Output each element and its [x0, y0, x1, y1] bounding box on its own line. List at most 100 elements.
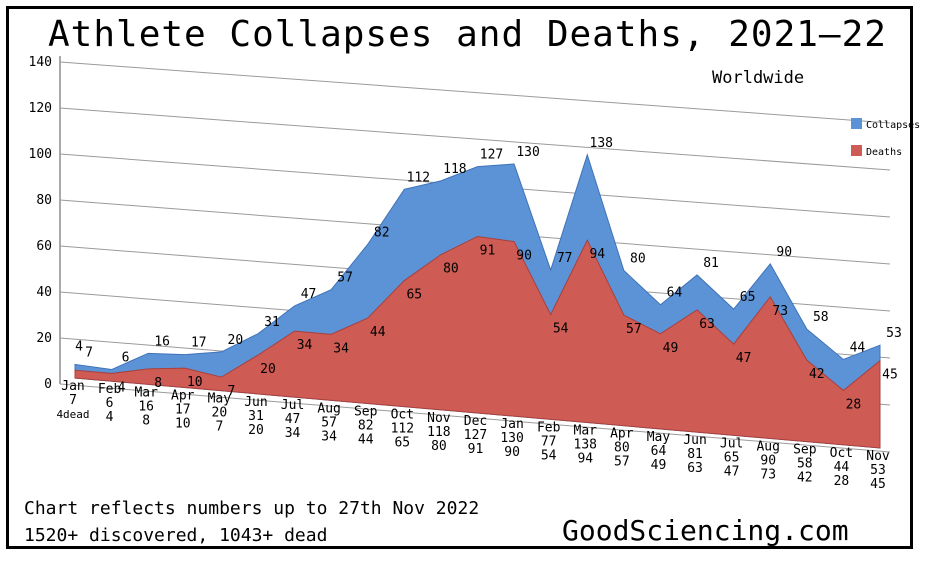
- x-collapse-count: 90: [760, 453, 776, 468]
- collapse-label: 4: [75, 339, 83, 354]
- x-death-count: 47: [724, 464, 740, 479]
- x-collapse-count: 53: [870, 463, 886, 478]
- x-month-label: Jul: [720, 436, 743, 451]
- collapse-label: 20: [228, 333, 244, 348]
- x-death-count: 34: [321, 429, 337, 444]
- death-label: 91: [480, 243, 496, 258]
- x-month-label: Apr: [610, 427, 634, 442]
- y-tick-label: 140: [29, 55, 52, 70]
- collapse-label: 47: [301, 287, 317, 302]
- x-death-count: 91: [468, 442, 484, 457]
- x-death-count: 34: [285, 426, 301, 441]
- x-collapse-count: 7: [69, 393, 77, 408]
- collapse-label: 53: [886, 326, 902, 341]
- death-label: 80: [443, 262, 459, 277]
- x-death-count: 54: [541, 448, 557, 463]
- x-month-label: Jul: [281, 398, 304, 413]
- x-collapse-count: 118: [427, 425, 450, 440]
- x-collapse-count: 20: [212, 406, 228, 421]
- chart-title: Athlete Collapses and Deaths, 2021—22: [48, 14, 887, 55]
- x-death-count: 42: [797, 471, 813, 486]
- x-death-count: 20: [248, 423, 264, 438]
- death-label: 34: [333, 341, 349, 356]
- collapse-label: 81: [703, 256, 719, 271]
- x-death-count: 44: [358, 432, 374, 447]
- y-tick-label: 100: [29, 147, 52, 162]
- x-death-count: 7: [215, 420, 223, 435]
- y-tick-label: 0: [44, 377, 52, 392]
- x-collapse-count: 58: [797, 457, 813, 472]
- grid-line: [59, 61, 891, 124]
- collapse-label: 118: [443, 162, 466, 177]
- x-month-label: Jun: [244, 395, 267, 410]
- x-month-label: May: [208, 392, 232, 407]
- x-month-label: Dec: [464, 414, 487, 429]
- death-label: 94: [589, 247, 605, 262]
- x-month-label: Sep: [354, 404, 378, 419]
- collapse-label: 6: [122, 351, 130, 366]
- collapse-label: 80: [630, 252, 646, 267]
- y-tick-label: 120: [29, 101, 52, 116]
- death-label: 4: [118, 380, 126, 395]
- area-layer: [74, 153, 881, 449]
- x-collapse-count: 16: [138, 399, 154, 414]
- collapse-label: 16: [154, 334, 170, 349]
- y-tick-label: 60: [36, 239, 52, 254]
- grid-line: [59, 383, 891, 453]
- legend-swatch-collapses: [851, 118, 862, 129]
- death-label: 49: [663, 341, 679, 356]
- death-label: 57: [626, 322, 642, 337]
- x-death-count: 90: [504, 445, 520, 460]
- x-death-count: 63: [687, 461, 703, 476]
- x-month-label: Apr: [171, 389, 195, 404]
- death-label: 20: [260, 362, 276, 377]
- x-month-label: Feb: [537, 420, 561, 435]
- x-collapse-count: 31: [248, 409, 264, 424]
- collapse-label: 127: [480, 148, 503, 163]
- x-collapse-count: 127: [464, 428, 487, 443]
- x-month-label: Aug: [756, 439, 779, 454]
- chart-subtitle: Worldwide: [712, 68, 805, 88]
- collapse-label: 57: [337, 271, 353, 286]
- y-tick-label: 40: [36, 285, 52, 300]
- legend-label-deaths: Deaths: [866, 147, 902, 158]
- collapse-label: 64: [667, 286, 683, 301]
- death-label: 47: [736, 351, 752, 366]
- collapse-label: 65: [740, 290, 756, 305]
- death-label: 44: [370, 325, 386, 340]
- death-label: 73: [772, 304, 788, 319]
- brand-watermark: GoodSciencing.com: [562, 514, 849, 547]
- x-month-label: May: [647, 430, 671, 445]
- legend-swatch-deaths: [851, 145, 862, 156]
- legend-label-collapses: Collapses: [866, 120, 920, 131]
- footer-note: Chart reflects numbers up to 27th Nov 20…: [24, 498, 480, 519]
- legend: Collapses Deaths: [851, 118, 920, 158]
- x-month-label: Feb: [98, 382, 122, 397]
- x-death-count: 65: [394, 436, 410, 451]
- collapse-label: 58: [813, 310, 829, 325]
- x-month-label: Jan: [500, 417, 523, 432]
- y-tick-label: 80: [36, 193, 52, 208]
- collapse-label: 90: [776, 245, 792, 260]
- collapse-label: 44: [850, 340, 866, 355]
- x-month-label: Mar: [134, 385, 158, 400]
- collapse-label: 77: [557, 251, 573, 266]
- x-collapse-count: 17: [175, 403, 191, 418]
- x-collapse-count: 64: [651, 444, 667, 459]
